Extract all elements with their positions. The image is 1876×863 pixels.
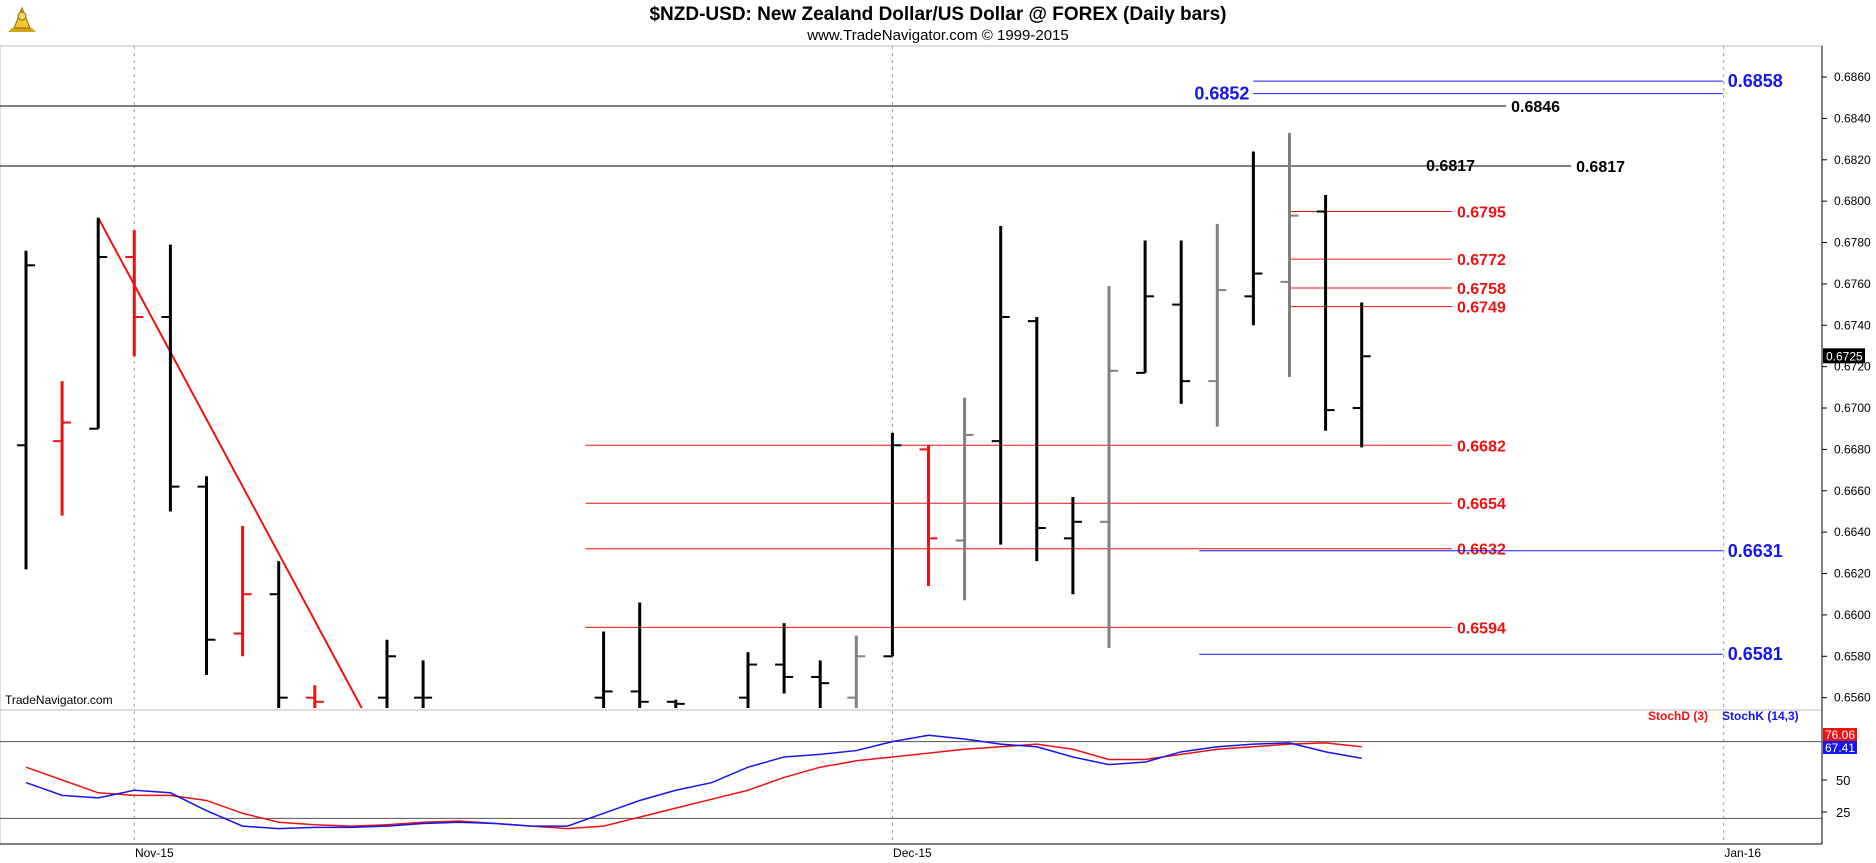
stochk-value: 67.41	[1825, 741, 1855, 755]
price-tick-label: 0.6800	[1834, 194, 1871, 208]
ohlc-bar	[1316, 194, 1335, 431]
price-axis: 0.6560 0.6580 0.6600 0.6620 0.6640 0.6660 0.66…	[1821, 46, 1871, 844]
date-tick-label: Jan-16	[1724, 846, 1761, 860]
ohlc-bar	[666, 699, 685, 708]
current-price-label: 0.6725	[1826, 349, 1863, 363]
price-tick-label: 0.6680	[1834, 442, 1871, 456]
level-label: 0.6682	[1457, 438, 1506, 455]
level-label: 0.6772	[1457, 252, 1506, 269]
price-tick-label: 0.6640	[1834, 525, 1871, 539]
ohlc-bar	[1244, 151, 1263, 326]
price-tick-label: 0.6660	[1834, 484, 1871, 498]
current-price-tag	[1823, 348, 1865, 364]
price-tick-label: 0.6860	[1834, 70, 1871, 84]
ohlc-bar	[1136, 240, 1155, 374]
watermark: TradeNavigator.com	[5, 693, 113, 707]
ohlc-bar	[53, 381, 72, 516]
ohlc-bar	[991, 225, 1010, 545]
level-label: 0.6758	[1457, 281, 1506, 298]
ohlc-bar	[739, 652, 757, 708]
ohlc-bar	[775, 623, 794, 694]
level-label: 0.6594	[1457, 620, 1506, 637]
trendline	[97, 217, 363, 709]
ohlc-bars	[17, 132, 1371, 708]
level-label: 0.6858	[1728, 71, 1783, 91]
ohlc-bar	[811, 660, 830, 708]
level-label: 0.6749	[1457, 300, 1506, 317]
ohlc-bar	[1172, 240, 1191, 404]
price-tick-label: 0.6700	[1834, 401, 1871, 415]
price-tick-label: 0.6580	[1834, 649, 1871, 663]
stochk-value-tag	[1823, 741, 1857, 754]
price-panel-frame	[0, 45, 1823, 711]
ohlc-bar	[17, 250, 35, 570]
ohlc-bar	[269, 561, 288, 708]
level-label: 0.6654	[1457, 496, 1506, 513]
ohlc-bar	[197, 476, 216, 675]
level-label: 0.6817	[1426, 158, 1475, 175]
price-levels: 0.6858 0.6852 0.6846 0.6817 0.6817 0.6795 0.67…	[0, 71, 1783, 664]
ohlc-bar	[125, 230, 144, 357]
price-tick-label: 0.6620	[1834, 567, 1871, 581]
ohlc-bar	[1352, 302, 1371, 448]
trendline-layer	[97, 217, 363, 709]
ohlc-bar	[161, 244, 180, 512]
price-tick-label: 0.6560	[1834, 691, 1871, 705]
date-tick-label: Dec-15	[893, 846, 932, 860]
level-label: 0.6852	[1194, 84, 1249, 104]
level-label: 0.6631	[1728, 541, 1783, 561]
stoch-panel-frame	[0, 709, 1823, 845]
chart-subtitle: www.TradeNavigator.com © 1999-2015	[807, 27, 1069, 44]
ohlc-bar	[630, 602, 649, 708]
ohlc-bar	[305, 685, 324, 708]
stochd-value: 76.06	[1825, 728, 1855, 742]
ohlc-bar	[1100, 285, 1118, 649]
price-tick-label: 0.6740	[1834, 318, 1871, 332]
date-axis: Nov-15 Dec-15 Jan-16	[0, 843, 1822, 860]
stoch-tick-label: 50	[1836, 773, 1850, 788]
stoch-series-line	[25, 742, 1362, 830]
ohlc-bar	[847, 635, 866, 708]
ohlc-bar	[594, 631, 613, 708]
level-label: 0.6846	[1511, 99, 1560, 116]
stoch-tick-label: 25	[1836, 805, 1850, 820]
ohlc-bar	[883, 432, 902, 658]
price-tick-label: 0.6760	[1834, 277, 1871, 291]
chart-title: $NZD-USD: New Zealand Dollar/US Dollar @…	[649, 4, 1227, 25]
level-label: 0.6581	[1728, 644, 1783, 664]
price-tick-label: 0.6780	[1834, 236, 1871, 250]
ohlc-bar	[378, 639, 396, 708]
ohlc-bar	[1027, 317, 1046, 562]
ohlc-bar	[233, 525, 252, 657]
level-label: 0.6817	[1576, 159, 1625, 176]
price-tick-label: 0.6600	[1834, 608, 1871, 622]
stochd-value-tag	[1823, 728, 1857, 741]
ohlc-bar	[89, 217, 108, 430]
legend-stochk: StochK (14,3)	[1722, 709, 1799, 723]
level-label: 0.6795	[1457, 205, 1506, 222]
legend-stochd: StochD (3)	[1648, 709, 1708, 723]
date-tick-label: Nov-15	[135, 846, 174, 860]
level-label: 0.6632	[1457, 542, 1506, 559]
tradenavigator-logo	[4, 2, 40, 43]
ohlc-bar	[414, 660, 433, 708]
stoch-series-line	[25, 734, 1362, 830]
price-tick-label: 0.6840	[1834, 111, 1871, 125]
ohlc-bar	[919, 445, 938, 586]
ohlc-bar	[1280, 132, 1299, 377]
price-tick-label: 0.6820	[1834, 153, 1871, 167]
ohlc-bar	[1208, 223, 1227, 427]
ohlc-bar	[1063, 496, 1082, 595]
ohlc-bar	[955, 397, 974, 601]
